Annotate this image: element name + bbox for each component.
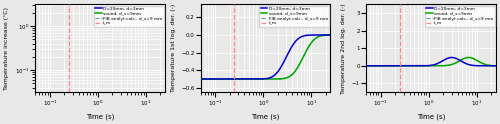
X-axis label: Time (s): Time (s) [86,113,115,120]
X-axis label: Time (s): Time (s) [252,113,280,120]
Y-axis label: Temperature 2nd log. der. (-): Temperature 2nd log. der. (-) [341,3,346,93]
Y-axis label: Temperature 1st log. der. (-): Temperature 1st log. der. (-) [170,4,175,92]
Y-axis label: Temperature increase (°C): Temperature increase (°C) [4,7,9,90]
X-axis label: Time (s): Time (s) [417,113,445,120]
Legend: D=20mm, d=3mm, sound, d_s=9mm, FIB analyt.calc., d_s=9 mm, t_m: D=20mm, d=3mm, sound, d_s=9mm, FIB analy… [424,5,494,27]
Legend: D=20mm, d=3mm, sound, d_s=9mm, FIB analyt.calc., d_s=9 mm, t_m: D=20mm, d=3mm, sound, d_s=9mm, FIB analy… [259,5,329,27]
Legend: D=20mm, d=3mm, sound, d_s=9mm, FIB analyt.calc., d_s=9 mm, t_m: D=20mm, d=3mm, sound, d_s=9mm, FIB analy… [94,5,164,27]
